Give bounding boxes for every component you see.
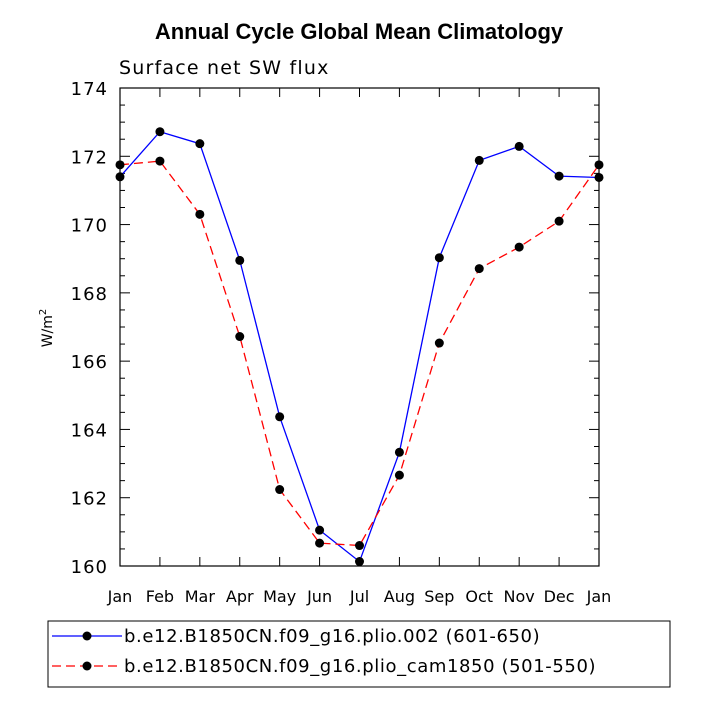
series-1-point bbox=[594, 172, 604, 182]
chart-subtitle: Surface net SW flux bbox=[119, 57, 330, 79]
y-tick-label: 162 bbox=[71, 489, 108, 510]
plot-frame bbox=[119, 87, 600, 567]
series-1-point bbox=[514, 141, 524, 151]
axis-ticks bbox=[119, 87, 600, 567]
series-lines bbox=[119, 130, 600, 563]
y-tick-label: 166 bbox=[71, 352, 108, 373]
y-axis-label-exponent: 2 bbox=[38, 309, 49, 315]
x-tick-label: Oct bbox=[465, 587, 493, 606]
series-1-point bbox=[195, 139, 205, 149]
y-tick-label: 170 bbox=[71, 216, 108, 237]
axis-tick-labels: Jan Feb Mar Apr May Jun Jul Aug Sep Oct Nov Dec Jan 1… bbox=[71, 79, 612, 606]
series-2-point bbox=[235, 332, 245, 342]
x-tick-label: Feb bbox=[146, 587, 174, 606]
y-tick-label: 164 bbox=[71, 420, 108, 441]
series-1-point bbox=[315, 525, 325, 535]
y-tick-label: 174 bbox=[71, 79, 108, 100]
x-tick-label: Aug bbox=[384, 587, 415, 606]
series-1-point bbox=[554, 171, 564, 181]
series-2-point bbox=[275, 485, 285, 495]
series-2-point bbox=[315, 538, 325, 548]
series-1-point bbox=[394, 447, 404, 457]
series-1-point bbox=[275, 412, 285, 422]
series-1-point bbox=[155, 127, 165, 137]
x-tick-label: Apr bbox=[226, 587, 254, 606]
x-tick-label: Jul bbox=[349, 587, 369, 606]
series-2-point bbox=[155, 156, 165, 166]
chart-title: Annual Cycle Global Mean Climatology bbox=[155, 19, 564, 44]
svg-text:W/m2: W/m2 bbox=[38, 309, 56, 348]
series-2-point bbox=[115, 160, 125, 170]
series-1-point bbox=[434, 253, 444, 263]
series-2-point bbox=[355, 541, 364, 551]
series-2-point bbox=[195, 209, 205, 219]
series-2-point bbox=[554, 216, 564, 226]
series-2-point bbox=[474, 264, 484, 274]
legend-marker-1 bbox=[82, 631, 92, 641]
series-2-point bbox=[594, 160, 604, 170]
legend-label-2: b.e12.B1850CN.f09_g16.plio_cam1850 (501-… bbox=[124, 656, 596, 677]
y-tick-label: 160 bbox=[71, 557, 108, 578]
series-1-point bbox=[355, 557, 364, 567]
series-2-point bbox=[514, 242, 524, 252]
x-tick-label: Jan bbox=[107, 587, 133, 606]
legend: b.e12.B1850CN.f09_g16.plio.002 (601-650)… bbox=[47, 620, 671, 688]
x-tick-label: Jun bbox=[306, 587, 332, 606]
x-tick-label: Nov bbox=[504, 587, 535, 606]
x-tick-label: May bbox=[263, 587, 296, 606]
y-tick-label: 168 bbox=[71, 284, 108, 305]
x-tick-label: Jan bbox=[586, 587, 612, 606]
x-tick-label: Sep bbox=[424, 587, 454, 606]
series-1-point bbox=[115, 172, 125, 182]
series-1-point bbox=[474, 155, 484, 165]
series-2-point bbox=[394, 470, 404, 480]
legend-box bbox=[47, 620, 671, 688]
legend-label-1: b.e12.B1850CN.f09_g16.plio.002 (601-650) bbox=[124, 626, 540, 647]
series-1-point bbox=[235, 255, 245, 265]
y-axis-label-base: W/m bbox=[40, 315, 56, 347]
legend-marker-2 bbox=[82, 661, 92, 671]
series-2-point bbox=[434, 338, 444, 348]
series-line-2 bbox=[119, 160, 600, 547]
y-tick-label: 172 bbox=[71, 147, 108, 168]
y-axis-label: W/m2 bbox=[38, 309, 56, 348]
x-tick-label: Mar bbox=[185, 587, 216, 606]
series-points bbox=[115, 127, 604, 567]
x-tick-label: Dec bbox=[544, 587, 575, 606]
series-line-1 bbox=[119, 130, 600, 563]
